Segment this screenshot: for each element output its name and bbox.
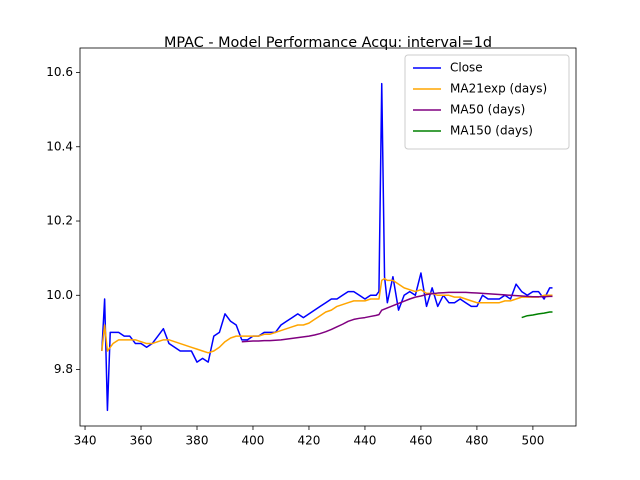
y-tick-label: 10.0 xyxy=(46,288,73,302)
legend-label: Close xyxy=(450,61,483,75)
x-tick-label: 460 xyxy=(409,434,432,448)
series-line xyxy=(101,277,553,354)
legend-label: MA50 (days) xyxy=(450,103,525,117)
x-tick-label: 400 xyxy=(242,434,265,448)
legend-box xyxy=(404,54,570,150)
legend-label: MA21exp (days) xyxy=(450,82,547,96)
y-tick-label: 9.8 xyxy=(54,362,73,376)
x-tick-label: 500 xyxy=(521,434,544,448)
y-tick-label: 10.2 xyxy=(46,214,73,228)
x-tick-label: 440 xyxy=(353,434,376,448)
plot-frame xyxy=(79,47,577,427)
legend-label: MA150 (days) xyxy=(450,124,533,138)
series-line xyxy=(241,291,553,343)
y-tick-label: 10.4 xyxy=(46,139,73,153)
x-tick-label: 380 xyxy=(186,434,209,448)
series-line xyxy=(521,311,553,319)
x-tick-label: 420 xyxy=(298,434,321,448)
series-line xyxy=(101,82,553,412)
chart-title: MPAC - Model Performance Acqu: interval=… xyxy=(164,35,492,51)
x-tick-label: 480 xyxy=(465,434,488,448)
y-tick-label: 10.6 xyxy=(46,65,73,79)
x-tick-label: 360 xyxy=(130,434,153,448)
x-tick-label: 340 xyxy=(74,434,97,448)
